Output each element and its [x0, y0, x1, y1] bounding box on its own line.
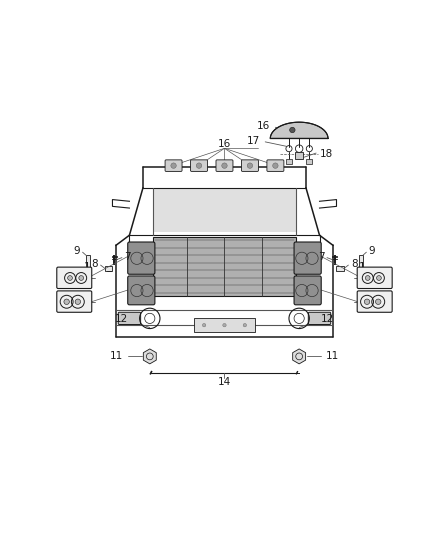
- Circle shape: [79, 276, 84, 280]
- FancyBboxPatch shape: [118, 312, 141, 325]
- Polygon shape: [293, 349, 306, 364]
- Polygon shape: [143, 349, 156, 364]
- Text: 6: 6: [359, 297, 366, 307]
- FancyBboxPatch shape: [194, 318, 255, 332]
- Circle shape: [375, 299, 381, 304]
- Text: 16: 16: [218, 139, 231, 149]
- FancyBboxPatch shape: [294, 242, 321, 274]
- Circle shape: [67, 276, 72, 280]
- Circle shape: [196, 163, 202, 168]
- Circle shape: [365, 276, 370, 280]
- FancyBboxPatch shape: [128, 242, 155, 274]
- FancyBboxPatch shape: [165, 160, 182, 172]
- Text: 8: 8: [92, 259, 98, 269]
- Text: 14: 14: [218, 377, 231, 387]
- Text: 7: 7: [318, 252, 325, 262]
- FancyBboxPatch shape: [336, 266, 344, 271]
- FancyBboxPatch shape: [295, 152, 303, 159]
- FancyBboxPatch shape: [306, 159, 312, 164]
- FancyBboxPatch shape: [357, 267, 392, 288]
- Text: 6: 6: [84, 297, 90, 307]
- FancyBboxPatch shape: [267, 160, 284, 172]
- Text: 11: 11: [110, 351, 123, 361]
- FancyBboxPatch shape: [57, 267, 92, 288]
- Text: 11: 11: [326, 351, 339, 361]
- FancyBboxPatch shape: [286, 159, 292, 164]
- FancyBboxPatch shape: [357, 291, 392, 312]
- FancyBboxPatch shape: [128, 276, 155, 305]
- Circle shape: [202, 324, 206, 327]
- Polygon shape: [270, 122, 328, 139]
- Text: 12: 12: [114, 314, 128, 325]
- Text: 1: 1: [84, 262, 90, 272]
- Text: 18: 18: [320, 149, 333, 159]
- Circle shape: [273, 163, 278, 168]
- FancyBboxPatch shape: [57, 291, 92, 312]
- FancyBboxPatch shape: [191, 160, 208, 172]
- FancyBboxPatch shape: [241, 160, 258, 172]
- Text: 8: 8: [351, 259, 357, 269]
- FancyBboxPatch shape: [359, 255, 363, 270]
- FancyBboxPatch shape: [153, 189, 296, 232]
- Text: 1: 1: [359, 262, 366, 272]
- Text: 12: 12: [321, 314, 335, 325]
- Circle shape: [171, 163, 176, 168]
- Text: 16: 16: [257, 121, 270, 131]
- FancyBboxPatch shape: [308, 312, 331, 325]
- FancyBboxPatch shape: [216, 160, 233, 172]
- FancyBboxPatch shape: [153, 237, 296, 296]
- Circle shape: [364, 299, 370, 304]
- Circle shape: [222, 163, 227, 168]
- Circle shape: [247, 163, 253, 168]
- Text: 9: 9: [74, 246, 80, 256]
- Circle shape: [377, 276, 381, 280]
- Circle shape: [223, 324, 226, 327]
- Text: 7: 7: [124, 252, 131, 262]
- Text: 9: 9: [369, 246, 375, 256]
- Circle shape: [290, 127, 295, 133]
- Circle shape: [243, 324, 247, 327]
- FancyBboxPatch shape: [294, 276, 321, 305]
- FancyBboxPatch shape: [105, 266, 113, 271]
- Circle shape: [75, 299, 81, 304]
- Circle shape: [64, 299, 69, 304]
- Text: 17: 17: [247, 136, 260, 146]
- FancyBboxPatch shape: [86, 255, 90, 270]
